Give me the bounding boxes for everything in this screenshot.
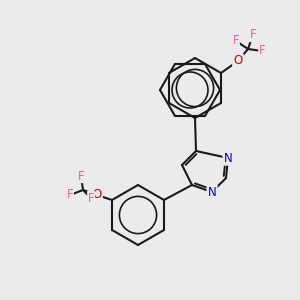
Text: F: F <box>259 44 265 58</box>
Text: O: O <box>233 55 243 68</box>
Text: F: F <box>250 28 256 41</box>
Text: F: F <box>88 191 94 205</box>
Text: F: F <box>67 188 73 202</box>
Text: N: N <box>224 152 232 164</box>
Text: F: F <box>233 34 239 47</box>
Text: N: N <box>208 185 216 199</box>
Text: O: O <box>92 188 102 202</box>
Text: F: F <box>78 169 84 182</box>
